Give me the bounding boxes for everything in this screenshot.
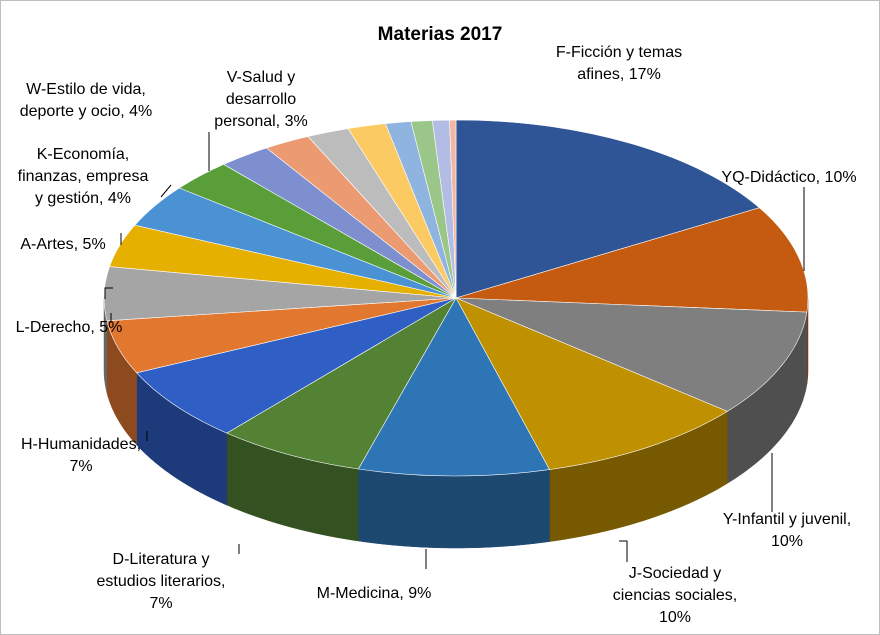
slice-label-1-line-0: YQ-Didáctico, 10%: [721, 169, 856, 186]
slice-label-10-line-1: deporte y ocio, 4%: [20, 103, 153, 120]
slice-label-9-line-2: y gestión, 4%: [35, 190, 131, 207]
slice-label-8: A-Artes, 5%: [20, 236, 105, 253]
pie-slice-19: [449, 119, 457, 299]
pie-slice-6: [136, 297, 457, 434]
slice-label-11-line-1: desarrollo: [226, 91, 296, 108]
chart-title: Materias 2017: [378, 24, 503, 45]
slice-label-11-line-2: personal, 3%: [214, 113, 307, 130]
slice-label-0: F-Ficción y temas afines, 17%: [556, 44, 682, 83]
pie-slices: [103, 119, 809, 477]
slice-label-4: M-Medicina, 9%: [317, 585, 432, 602]
slice-label-0-line-1: afines, 17%: [577, 66, 661, 83]
slice-label-7: L-Derecho, 5%: [16, 319, 123, 336]
leader-line-9: [160, 184, 172, 198]
pie-side-4-0: [358, 468, 550, 549]
slice-label-10-line-0: W-Estilo de vida,: [26, 81, 146, 98]
slice-labels: F-Ficción y temas afines, 17% YQ-Didáctico…: [16, 44, 857, 626]
slice-label-3-line-1: ciencias sociales,: [613, 587, 738, 604]
slice-label-0-line-0: F-Ficción y temas: [556, 44, 682, 61]
slice-label-5-line-1: estudios literarios,: [97, 573, 226, 590]
slice-label-9-line-1: finanzas, empresa: [18, 168, 149, 185]
slice-label-11: V-Salud y desarrollo personal, 3%: [214, 69, 307, 130]
slice-label-7-line-0: L-Derecho, 5%: [16, 319, 123, 336]
pie-slice-1: [455, 207, 809, 313]
slice-label-3: J-Sociedad y ciencias sociales, 10%: [613, 565, 738, 626]
slice-label-2-line-1: 10%: [771, 533, 803, 550]
slice-label-6-line-0: H-Humanidades,: [21, 436, 141, 453]
slice-label-9: K-Economía, finanzas, empresa y gestión, 4…: [18, 146, 149, 207]
slice-label-5-line-0: D-Literatura y: [113, 551, 210, 568]
slice-label-6-line-1: 7%: [69, 458, 92, 475]
leader-lines: [104, 132, 805, 569]
slice-label-10: W-Estilo de vida, deporte y ocio, 4%: [20, 81, 153, 120]
pie-slice-0: [455, 119, 761, 299]
pie-slice-2: [455, 297, 808, 412]
slice-label-2: Y-Infantil y juvenil, 10%: [723, 511, 851, 550]
slice-label-2-line-0: Y-Infantil y juvenil,: [723, 511, 851, 528]
pie-slice-3: [455, 297, 728, 470]
slice-label-11-line-0: V-Salud y: [227, 69, 295, 86]
slice-label-5-line-2: 7%: [149, 595, 172, 612]
leader-line-7: [104, 287, 113, 299]
slice-label-3-line-0: J-Sociedad y: [629, 565, 722, 582]
slice-label-9-line-0: K-Economía,: [37, 146, 129, 163]
leader-line-2: [619, 540, 628, 562]
slice-label-1: YQ-Didáctico, 10%: [721, 169, 856, 186]
slice-label-8-line-0: A-Artes, 5%: [20, 236, 105, 253]
slice-label-5: D-Literatura y estudios literarios, 7%: [97, 551, 226, 612]
slice-label-3-line-2: 10%: [659, 609, 691, 626]
pie-slice-5: [226, 297, 457, 470]
slice-label-6: H-Humanidades, 7%: [21, 436, 141, 475]
slice-label-4-line-0: M-Medicina, 9%: [317, 585, 432, 602]
pie-slice-4: [357, 297, 551, 477]
